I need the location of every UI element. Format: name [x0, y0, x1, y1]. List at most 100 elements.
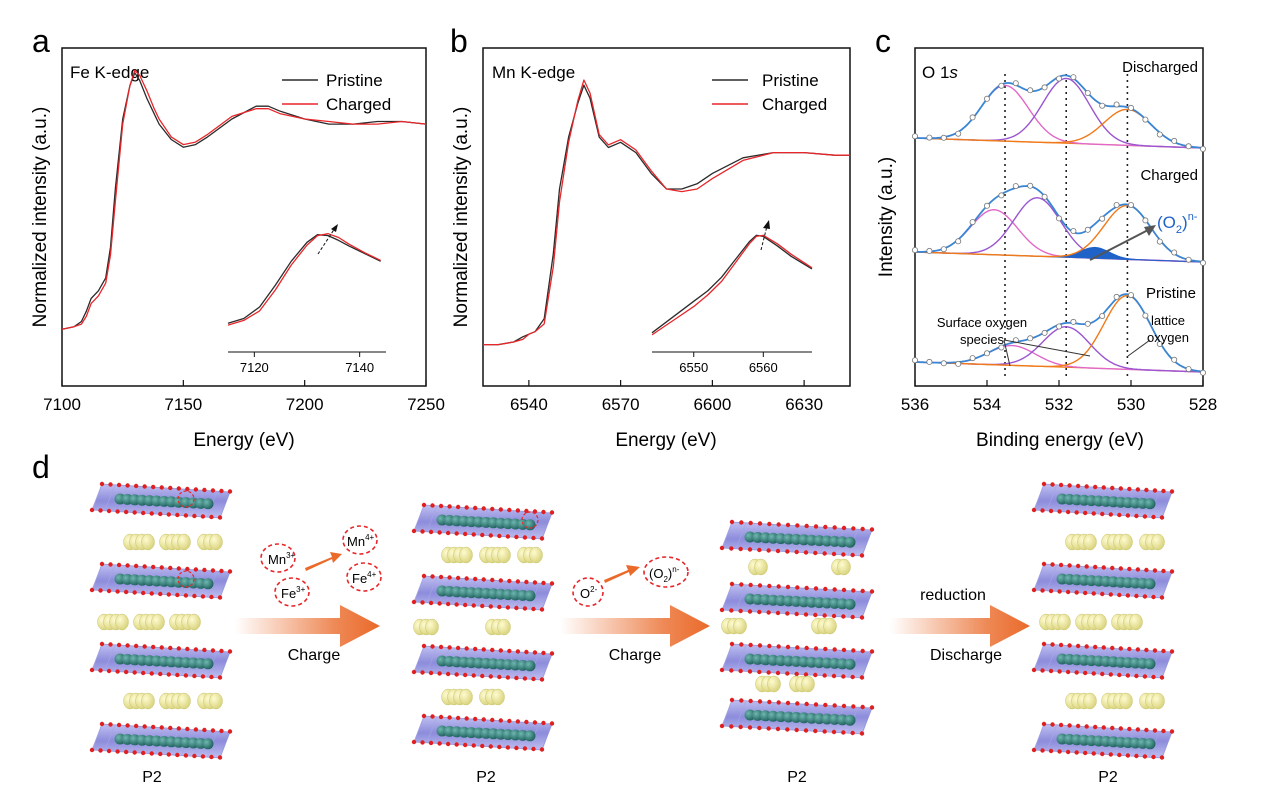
series-line-pristine: [483, 84, 850, 346]
oxygen-atom: [549, 510, 555, 515]
panel-a-inset: 7120 7140: [227, 224, 386, 375]
tm-slab: [411, 502, 555, 541]
oxygen-atom: [159, 485, 164, 490]
slab-edge: [426, 646, 438, 673]
oxygen-atom: [98, 668, 103, 673]
oxygen-atom: [473, 646, 478, 652]
oxygen-atom: [785, 611, 790, 616]
oxygen-atom: [133, 643, 139, 649]
oxygen-atom: [490, 577, 495, 583]
oxygen-atom: [421, 713, 427, 719]
oxygen-atom: [1110, 485, 1115, 491]
oxygen-atom: [739, 642, 744, 647]
oxygen-atom: [841, 525, 847, 531]
oxygen-atom: [841, 647, 847, 653]
data-point: [969, 355, 976, 362]
oxygen-atom: [859, 731, 865, 736]
oxygen-atom: [747, 669, 753, 674]
oxygen-atom: [739, 520, 744, 525]
oxygen-atom: [1048, 748, 1054, 754]
oxygen-atom: [729, 668, 734, 673]
data-point: [1185, 143, 1192, 150]
oxygen-atom: [202, 647, 207, 653]
data-point: [1012, 80, 1019, 87]
oxygen-atom: [1117, 592, 1122, 598]
oxygen-atom: [804, 701, 809, 707]
slab-edge: [426, 716, 438, 743]
data-point: [1099, 102, 1106, 109]
oxygen-atom: [869, 589, 875, 594]
slab-edge: [413, 575, 425, 603]
oxygen-atom: [1040, 668, 1045, 673]
oxygen-atom: [851, 526, 856, 531]
sodium-cluster: [831, 558, 851, 576]
oxygen-atom: [149, 591, 154, 596]
oxygen-atom: [1151, 594, 1156, 600]
oxygen-atom: [1058, 722, 1064, 728]
panel-d-schematic: P2 P2 P2 P2 Charge Charge reduction Disc…: [89, 481, 1175, 786]
slab-edge: [1046, 724, 1058, 751]
oxygen-atom: [193, 727, 199, 732]
oxygen-atom: [1050, 722, 1055, 727]
data-point: [912, 357, 919, 364]
oxygen-atom: [1041, 641, 1047, 647]
oxygen-atom: [719, 607, 725, 613]
oxygen-atom: [860, 526, 865, 532]
oxygen-atom: [1144, 567, 1149, 573]
oxygen-atom: [514, 675, 519, 681]
x-tick-label: 6600: [693, 395, 731, 414]
oxygen-atom: [192, 753, 197, 759]
oxygen-atom: [133, 723, 139, 729]
oxygen-atom: [115, 669, 120, 674]
panel-a-x-ticks: 7100 7150 7200 7250: [43, 380, 445, 414]
oxygen-atom: [192, 673, 197, 679]
oxygen-atom: [447, 504, 452, 509]
slab-edge: [721, 583, 733, 611]
panel-a-frame: [61, 47, 427, 387]
oxygen-atom: [1110, 725, 1115, 731]
o2minus-text: O2-: [580, 585, 598, 601]
transition-metal-atom: [524, 590, 536, 602]
oxygen-atom: [202, 487, 207, 493]
oxygen-atom: [219, 568, 224, 574]
panel-c-chart: O 1s Discharged Charged Pristine 536 534 5…: [876, 47, 1217, 451]
oxygen-atom: [1101, 725, 1106, 730]
data-point: [1171, 249, 1178, 256]
oxygen-atom: [185, 726, 190, 732]
oxygen-atom: [813, 672, 818, 678]
oxygen-atom: [175, 752, 180, 758]
slab-edge: [426, 576, 438, 603]
oxygen-atom: [447, 575, 452, 580]
oxygen-atom: [454, 742, 459, 747]
tm-slab: [89, 641, 233, 680]
sodium-cluster: [811, 617, 837, 635]
sodium-atom: [425, 618, 439, 636]
oxygen-atom: [420, 600, 425, 605]
oxygen-atom: [851, 588, 856, 593]
data-point: [1084, 90, 1091, 97]
data-point: [1012, 183, 1019, 190]
slab-edge: [735, 584, 747, 611]
oxygen-atom: [1125, 593, 1131, 598]
panel-a-xlabel: Energy (eV): [193, 430, 294, 451]
small-arrow-2: [604, 565, 640, 583]
oxygen-atom: [757, 699, 763, 704]
sodium-cluster: [755, 675, 781, 693]
slab-edge: [91, 643, 103, 671]
sodium-atom: [141, 533, 155, 551]
oxygen-atom: [1100, 671, 1105, 677]
slab-edge: [1046, 564, 1058, 591]
oxygen-atom: [108, 562, 113, 567]
oxygen-atom: [1152, 488, 1158, 493]
series-line-charged: [227, 233, 381, 326]
data-point: [1070, 74, 1077, 81]
lattice-pointer: [1127, 339, 1151, 357]
x-tick-label: 536: [901, 395, 929, 414]
oxygen-atom: [125, 483, 130, 488]
oxygen-atom: [1091, 671, 1096, 676]
oxygen-atom: [841, 552, 846, 557]
sodium-atom: [497, 546, 511, 564]
oxygen-atom: [447, 645, 452, 650]
oxygen-atom: [480, 532, 485, 538]
oxygen-atom: [193, 487, 199, 492]
